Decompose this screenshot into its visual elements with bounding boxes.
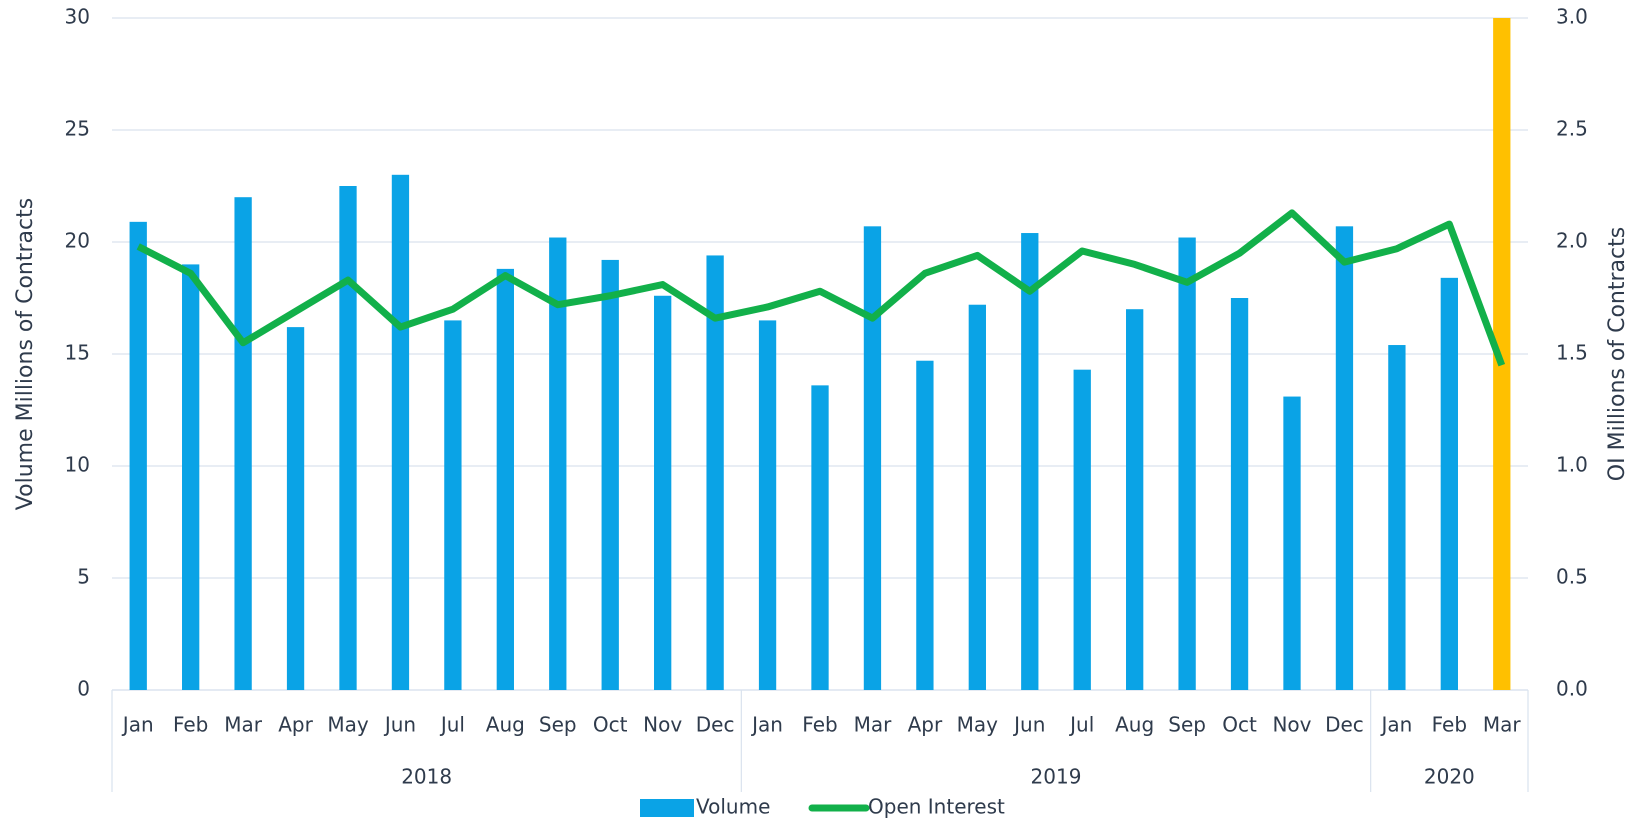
x-tick-label: Aug [486,713,525,737]
x-tick-label: Feb [802,713,837,737]
bar [1230,298,1249,690]
x-tick-label: Apr [908,713,943,737]
bar [1388,345,1406,690]
y-tick-label: 0 [77,677,90,701]
bar [1493,18,1511,690]
x-group-label: 2018 [401,765,452,789]
bar [968,304,986,690]
bar [1335,226,1354,690]
legend-label: Volume [696,795,770,819]
x-tick-label: Jan [750,713,783,737]
x-tick-label: Aug [1115,713,1154,737]
y-tick-label: 25 [65,117,90,141]
bar [339,186,357,690]
x-tick-label: Sep [1168,713,1206,737]
bar [601,259,619,690]
y2-tick-label: 2.0 [1556,229,1588,253]
y2-axis-title: OI Millions of Contracts [1605,227,1630,481]
legend-label: Open Interest [868,795,1005,819]
legend-swatch [640,799,694,817]
y-axis-title: Volume Millions of Contracts [13,198,38,510]
bar [758,320,777,690]
x-tick-label: Jun [1012,713,1045,737]
y2-tick-label: 0.0 [1556,677,1588,701]
bar [916,360,934,690]
bar [863,226,882,690]
x-tick-label: Nov [1272,713,1311,737]
x-tick-label: Dec [696,713,735,737]
y-tick-label: 10 [65,453,90,477]
y-tick-label: 20 [65,229,90,253]
x-tick-label: Dec [1325,713,1364,737]
y2-tick-label: 1.5 [1556,341,1588,365]
x-group-label: 2019 [1031,765,1082,789]
x-tick-label: Jan [1379,713,1412,737]
x-tick-label: Jun [383,713,416,737]
x-tick-label: Oct [593,713,628,737]
x-tick-label: Mar [224,713,263,737]
bar [182,264,200,690]
y2-tick-label: 3.0 [1556,5,1588,29]
y-tick-label: 5 [77,565,90,589]
bar [549,237,567,690]
bar [811,385,829,690]
y-tick-label: 30 [65,5,90,29]
x-tick-label: Oct [1222,713,1257,737]
y2-tick-label: 0.5 [1556,565,1588,589]
bar [1440,277,1458,690]
bar [234,197,252,690]
bar [496,268,514,690]
x-tick-label: Apr [278,713,313,737]
x-group-label: 2020 [1424,765,1475,789]
bar [286,327,305,690]
bar [1073,369,1091,690]
x-tick-label: Jul [1068,713,1094,737]
y2-tick-label: 1.0 [1556,453,1588,477]
y2-tick-label: 2.5 [1556,117,1588,141]
x-tick-label: Nov [643,713,682,737]
x-tick-label: May [957,713,999,737]
x-tick-label: Feb [173,713,208,737]
line [136,209,1506,367]
bar [654,295,672,690]
bar [1126,309,1144,690]
x-tick-label: Mar [854,713,893,737]
x-tick-label: Jan [121,713,154,737]
bar [706,255,724,690]
x-tick-label: Sep [539,713,577,737]
bar [129,221,147,690]
bar [1021,233,1039,691]
x-tick-label: Feb [1432,713,1467,737]
x-tick-label: Jul [439,713,465,737]
bar [1283,396,1301,690]
y-tick-label: 15 [65,341,90,365]
bar [391,174,410,691]
x-tick-label: Mar [1483,713,1522,737]
bar [444,320,462,690]
x-tick-label: May [327,713,369,737]
bar [1178,237,1196,690]
